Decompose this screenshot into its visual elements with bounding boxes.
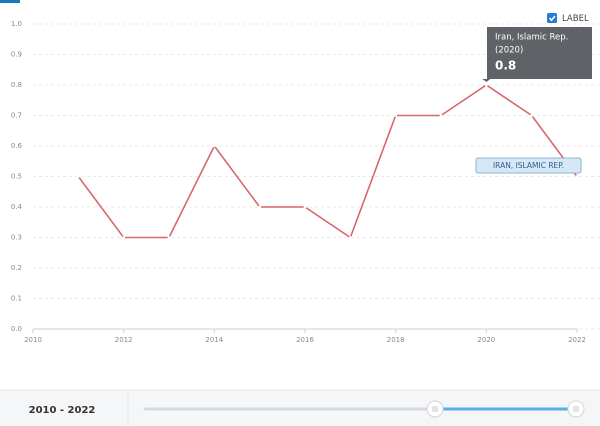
tooltip-pointer	[482, 79, 491, 82]
tooltip-value: 0.8	[495, 59, 516, 73]
y-tick-label: 0.1	[11, 295, 22, 303]
y-tick-label: 0.3	[11, 234, 22, 242]
tooltip-title: Iran, Islamic Rep.	[495, 33, 568, 43]
data-point	[303, 205, 307, 209]
label-toggle[interactable]: LABEL	[547, 13, 589, 24]
y-tick-label: 0.8	[11, 81, 22, 89]
data-point	[167, 236, 171, 239]
y-tick-label: 0.4	[11, 203, 23, 211]
x-tick-label: 2020	[477, 336, 495, 344]
y-tick-label: 0.6	[11, 142, 23, 150]
data-point	[575, 175, 579, 178]
tab-indicator	[0, 0, 20, 3]
handle-grip	[432, 406, 438, 412]
slider-handle[interactable]	[426, 400, 444, 418]
tooltip: Iran, Islamic Rep. (2020) 0.8	[482, 27, 592, 82]
tooltip-period: (2020)	[495, 46, 523, 56]
slider-handle[interactable]	[567, 400, 585, 418]
tooltip-box	[487, 27, 592, 79]
data-point	[258, 205, 262, 209]
x-tick-label: 2014	[205, 336, 223, 344]
x-tick-label: 2016	[296, 336, 314, 344]
line-label-box	[475, 157, 582, 174]
plot-area: 0.0 0.1 0.2 0.3 0.4 0.5 0.6 0.7 0.8 0.9 1.0 2010 201…	[11, 20, 600, 344]
data-point	[348, 236, 352, 239]
data-point	[212, 144, 216, 148]
data-point	[122, 236, 126, 239]
line-label-text: IRAN, ISLAMIC REP.	[493, 161, 564, 170]
x-tick-label: 2022	[568, 336, 586, 344]
y-tick-label: 0.9	[11, 51, 22, 59]
y-tick-label: 0.2	[11, 264, 22, 272]
checkbox[interactable]	[547, 13, 557, 23]
x-tick-label: 2010	[24, 336, 42, 344]
check-mark	[548, 15, 556, 22]
range-label: 2010 - 2022	[29, 405, 96, 416]
data-point	[76, 175, 80, 178]
data-point	[394, 114, 398, 117]
y-tick-label: 0.0	[11, 325, 22, 333]
data-point	[484, 83, 488, 87]
data-point	[530, 114, 534, 117]
x-tick-label: 2012	[115, 336, 133, 344]
y-tick-label: 0.5	[11, 173, 22, 181]
series-line	[77, 84, 578, 239]
y-tick-label: 0.7	[11, 112, 22, 120]
data-point	[439, 114, 443, 117]
line-label: IRAN, ISLAMIC REP.	[475, 157, 582, 174]
x-tick-label: 2018	[387, 336, 405, 344]
handle-grip	[573, 406, 579, 412]
y-tick-label: 1.0	[11, 20, 22, 28]
toggle-label: LABEL	[562, 14, 589, 24]
